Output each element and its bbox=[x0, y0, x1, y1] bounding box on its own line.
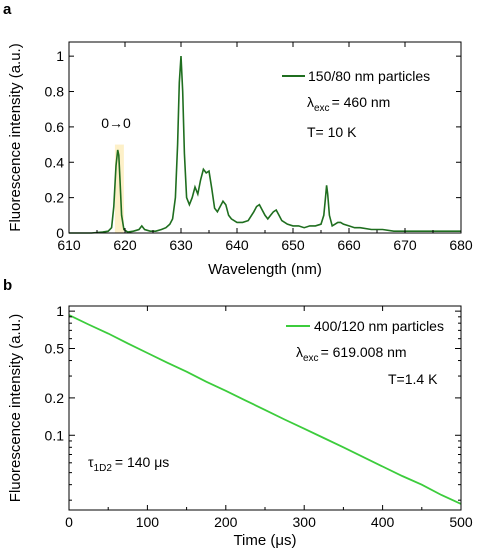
panel-a: a 610 620 630 640 650 660 670 680 0 0.2 0.4 0.6 0.8 1… bbox=[3, 1, 473, 278]
x-tick-label: 300 bbox=[293, 514, 317, 530]
temperature-annotation: T=1.4 K bbox=[388, 371, 438, 387]
x-tick-label: 500 bbox=[449, 514, 473, 530]
highlight-band-layer bbox=[114, 144, 124, 233]
excitation-symbol: λ bbox=[307, 94, 314, 110]
y-tick-label: 0.5 bbox=[45, 341, 65, 357]
series-line-400-120-nm bbox=[68, 314, 462, 505]
highlight-band bbox=[114, 144, 124, 233]
lifetime-value: = 140 μs bbox=[115, 454, 169, 470]
x-tick-label: 400 bbox=[371, 514, 395, 530]
x-axis-label: Time (μs) bbox=[233, 532, 296, 549]
y-tick-label: 1 bbox=[56, 303, 64, 319]
y-tick-label: 0.6 bbox=[45, 119, 65, 135]
y-tick-label: 0.4 bbox=[45, 154, 65, 170]
x-tick-label: 640 bbox=[225, 237, 249, 253]
y-tick-label: 0.2 bbox=[45, 190, 65, 206]
x-tick-label: 630 bbox=[169, 237, 193, 253]
panel-a-label: a bbox=[3, 1, 12, 18]
series-line-150-80-nm bbox=[69, 56, 461, 234]
excitation-subscript: exc bbox=[303, 353, 319, 364]
legend-entry: 150/80 nm particles bbox=[308, 68, 430, 84]
ticks: 610 620 630 640 650 660 670 680 0 0.2 0.4 0.6 0.8 1 bbox=[45, 42, 473, 253]
y-axis-label: Fluorescence intensity (a.u.) bbox=[7, 43, 24, 231]
peak-annotation: 0→0 bbox=[101, 115, 131, 131]
lifetime-subscript: 1D2 bbox=[94, 463, 113, 474]
panel-b: b 0 100 200 300 400 500 1 0.5 0.2 0.1 Time (μs) F… bbox=[3, 277, 473, 549]
excitation-value: = 460 nm bbox=[332, 94, 391, 110]
y-tick-label: 0 bbox=[56, 225, 64, 241]
y-axis-label: Fluorescence intensity (a.u.) bbox=[7, 314, 24, 502]
x-tick-label: 610 bbox=[57, 237, 81, 253]
legend: 150/80 nm particles bbox=[282, 68, 430, 84]
panel-b-label: b bbox=[3, 277, 12, 294]
temperature-annotation: T= 10 K bbox=[307, 124, 357, 140]
y-tick-label: 0.1 bbox=[45, 427, 65, 443]
x-tick-label: 200 bbox=[214, 514, 238, 530]
x-tick-label: 650 bbox=[281, 237, 305, 253]
legend: 400/120 nm particles bbox=[286, 318, 444, 334]
x-tick-label: 660 bbox=[337, 237, 361, 253]
y-tick-label: 0.8 bbox=[45, 84, 65, 100]
ticks: 0 100 200 300 400 500 1 0.5 0.2 0.1 bbox=[45, 303, 473, 530]
y-tick-label: 0.2 bbox=[45, 390, 65, 406]
y-tick-label: 1 bbox=[56, 48, 64, 64]
series-layer bbox=[69, 56, 461, 234]
x-tick-label: 620 bbox=[113, 237, 137, 253]
legend-entry: 400/120 nm particles bbox=[314, 318, 444, 334]
x-tick-label: 670 bbox=[393, 237, 417, 253]
plot-frame bbox=[68, 305, 462, 511]
x-tick-label: 0 bbox=[65, 514, 73, 530]
x-tick-label: 680 bbox=[449, 237, 473, 253]
excitation-value: = 619.008 nm bbox=[321, 344, 407, 360]
lifetime-annotation: τ1D2 = 140 μs bbox=[88, 454, 169, 474]
series-layer bbox=[68, 314, 462, 505]
x-tick-label: 100 bbox=[136, 514, 160, 530]
excitation-subscript: exc bbox=[314, 103, 330, 114]
excitation-annotation: λexc = 460 nm bbox=[307, 94, 390, 114]
lifetime-symbol: τ bbox=[88, 454, 94, 470]
excitation-annotation: λexc = 619.008 nm bbox=[296, 344, 407, 364]
x-axis-label: Wavelength (nm) bbox=[208, 261, 322, 278]
excitation-symbol: λ bbox=[296, 344, 303, 360]
